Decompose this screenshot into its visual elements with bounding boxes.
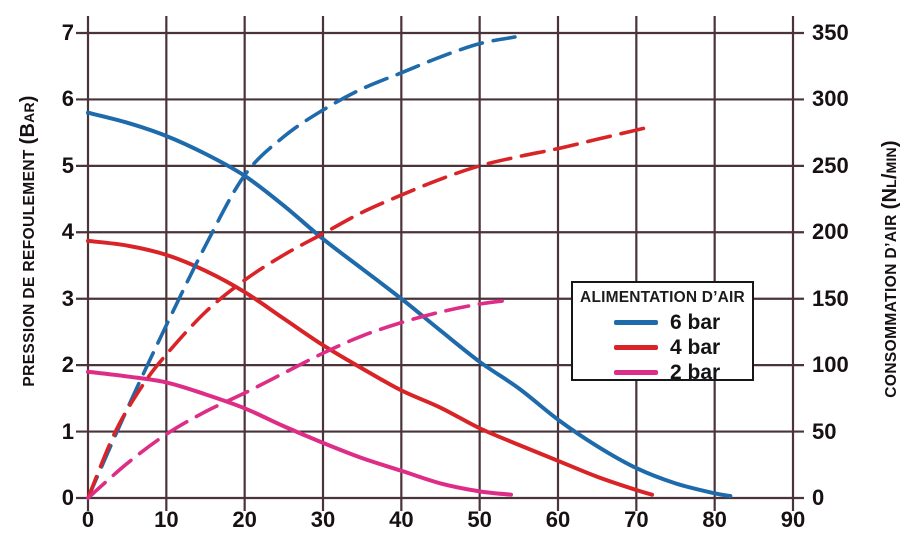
legend-swatch-4bar-line	[614, 345, 658, 350]
x-tick-label: 80	[702, 507, 727, 532]
legend-item-2bar: 2 bar	[573, 360, 752, 385]
x-tick-label: 90	[780, 507, 806, 532]
y-left-tick-label: 4	[61, 219, 74, 245]
y-left-tick-label: 7	[61, 20, 74, 45]
legend-swatch-6bar-line	[614, 320, 658, 325]
y-left-tick-label: 3	[61, 285, 74, 311]
y-left-tick-label: 1	[61, 418, 74, 444]
x-tick-label: 0	[81, 507, 95, 532]
curve-pression-2-bar-solid	[86, 369, 513, 497]
right-axis-title: CONSOMMATION D’AIR (Nl/min)	[877, 99, 903, 439]
x-tick-label: 20	[232, 507, 257, 532]
x-tick-label: 70	[624, 507, 649, 532]
legend-label-6bar: 6 bar	[670, 311, 721, 334]
y-right-tick-label: 300	[812, 86, 849, 112]
legend-label-2bar: 2 bar	[670, 361, 721, 384]
legend-title: ALIMENTATION D’AIR	[580, 289, 745, 306]
curve-consommation-4-bar-dashed	[86, 125, 650, 500]
legend-item-6bar: 6 bar	[573, 310, 752, 335]
y-left-tick-label: 5	[61, 152, 74, 178]
y-left-tick-label: 2	[61, 352, 74, 378]
y-right-tick-label: 150	[812, 285, 849, 311]
x-tick-label: 10	[154, 507, 179, 532]
y-right-tick-label: 200	[812, 219, 849, 245]
x-tick-label: 30	[310, 507, 336, 532]
y-right-tick-label: 100	[812, 352, 849, 378]
left-axis-title-text: PRESSION DE REFOULEMENT	[21, 149, 38, 387]
y-left-tick-label: 6	[61, 86, 74, 112]
y-left-tick-label: 0	[61, 485, 74, 510]
y-right-tick-label: 250	[812, 152, 849, 178]
y-right-tick-label: 350	[812, 20, 849, 45]
y-right-tick-label: 0	[812, 485, 825, 510]
legend: ALIMENTATION D’AIR 6 bar 4 bar 2 bar	[571, 281, 754, 384]
curve-consommation-2-bar-dashed	[86, 298, 513, 500]
curve-pression-6-bar-solid	[86, 110, 733, 499]
legend-item-4bar: 4 bar	[573, 335, 752, 360]
x-tick-label: 40	[389, 507, 414, 532]
y-right-tick-label: 50	[812, 418, 837, 444]
curve-pression-4-bar-solid	[86, 238, 654, 497]
legend-swatch-2bar-line	[614, 370, 658, 375]
x-tick-label: 60	[545, 507, 571, 532]
curve-consommation-6-bar-dashed	[86, 35, 517, 500]
x-tick-label: 50	[467, 507, 492, 532]
legend-label-4bar: 4 bar	[670, 336, 721, 359]
